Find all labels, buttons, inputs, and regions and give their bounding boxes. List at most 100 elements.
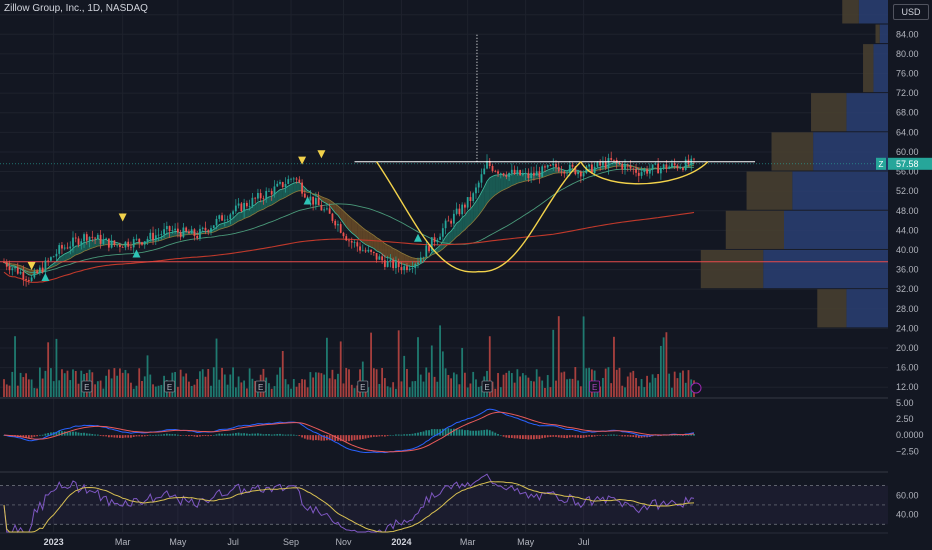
earnings-label: E xyxy=(167,383,172,392)
candle-body xyxy=(22,271,25,280)
volume-bar xyxy=(552,329,555,397)
volume-bar xyxy=(535,369,538,397)
candle-body xyxy=(124,241,127,248)
volume-bar xyxy=(306,387,309,397)
ribbon-segment xyxy=(376,237,380,253)
candle-body xyxy=(676,165,679,169)
candle-body xyxy=(679,167,682,169)
candle-body xyxy=(414,263,417,269)
candle-body xyxy=(232,211,234,215)
candle-body xyxy=(83,234,85,242)
candle-body xyxy=(270,190,273,195)
macd-bar xyxy=(44,433,47,436)
ribbon-segment xyxy=(448,231,452,245)
candle-body xyxy=(165,226,168,230)
volume-bar xyxy=(41,378,44,397)
macd-bar xyxy=(301,435,303,438)
candle-body xyxy=(535,171,538,176)
candle-body xyxy=(356,242,359,247)
candle-body xyxy=(654,163,657,165)
volume-profile-up xyxy=(813,132,888,171)
volume-bar xyxy=(130,382,132,397)
macd-bar xyxy=(367,435,370,438)
volume-bar xyxy=(91,372,94,397)
macd-bar xyxy=(127,435,130,438)
macd-bar xyxy=(466,430,469,436)
candle-body xyxy=(464,204,466,208)
ribbon-segment xyxy=(349,216,352,233)
candle-body xyxy=(77,238,80,245)
candle-body xyxy=(72,237,74,247)
volume-bar xyxy=(107,369,110,397)
volume-bar xyxy=(458,384,461,397)
macd-bar xyxy=(516,435,519,439)
volume-bar xyxy=(174,372,177,397)
candle-body xyxy=(301,182,303,194)
candle-body xyxy=(146,238,149,242)
ribbon-segment xyxy=(257,201,261,212)
candle-body xyxy=(237,203,240,206)
candle-body xyxy=(486,161,488,169)
macd-bar xyxy=(359,435,361,440)
candle-body xyxy=(188,231,190,234)
volume-bar xyxy=(119,368,121,397)
volume-bar xyxy=(657,374,660,397)
ribbon-segment xyxy=(401,252,405,265)
volume-bar xyxy=(624,387,626,397)
candle-body xyxy=(105,238,108,240)
macd-bar xyxy=(610,434,613,436)
candle-body xyxy=(295,178,298,180)
volume-bar xyxy=(356,385,359,397)
candle-body xyxy=(417,262,419,264)
candle-body xyxy=(11,268,14,271)
macd-bar xyxy=(196,435,199,437)
candle-body xyxy=(193,229,196,236)
ribbon-segment xyxy=(354,220,358,238)
volume-bar xyxy=(74,370,77,397)
volume-bar xyxy=(212,367,215,397)
macd-bar xyxy=(483,429,486,436)
volume-bar xyxy=(276,374,279,397)
volume-bar xyxy=(659,345,662,397)
candle-body xyxy=(44,260,47,273)
candle-body xyxy=(444,220,447,229)
macd-bar xyxy=(615,434,618,436)
macd-bar xyxy=(182,435,185,436)
macd-bar xyxy=(121,435,124,439)
earnings-label: E xyxy=(484,383,489,392)
ribbon-segment xyxy=(219,223,223,230)
macd-bar xyxy=(364,435,367,439)
candle-body xyxy=(265,190,268,200)
volume-bar xyxy=(143,376,146,397)
candle-body xyxy=(613,159,615,161)
macd-bar xyxy=(571,435,574,438)
volume-bar xyxy=(72,369,74,397)
candle-body xyxy=(149,232,152,239)
candle-body xyxy=(152,232,154,241)
candle-body xyxy=(328,208,331,214)
macd-bar xyxy=(176,434,179,436)
macd-bar xyxy=(607,434,610,436)
earnings-badge xyxy=(81,380,93,393)
candle-body xyxy=(447,220,450,222)
candle-body xyxy=(199,228,201,239)
ribbon-segment xyxy=(92,239,96,248)
macd-bar xyxy=(80,432,83,436)
macd-bar xyxy=(257,433,259,436)
macd-bar xyxy=(546,435,549,438)
currency-button[interactable]: USD xyxy=(893,4,929,20)
candle-body xyxy=(519,170,522,176)
volume-bar xyxy=(121,372,124,397)
macd-bar xyxy=(552,435,555,437)
ribbon-segment xyxy=(390,246,394,261)
candle-body xyxy=(182,227,185,238)
macd-bar xyxy=(210,435,212,436)
time-tick-label: 2023 xyxy=(44,537,64,547)
candle-body xyxy=(30,277,33,282)
macd-bar xyxy=(508,435,510,438)
candle-body xyxy=(259,193,262,199)
volume-bar xyxy=(105,375,108,397)
macd-bar xyxy=(36,435,39,437)
macd-bar xyxy=(389,434,392,436)
